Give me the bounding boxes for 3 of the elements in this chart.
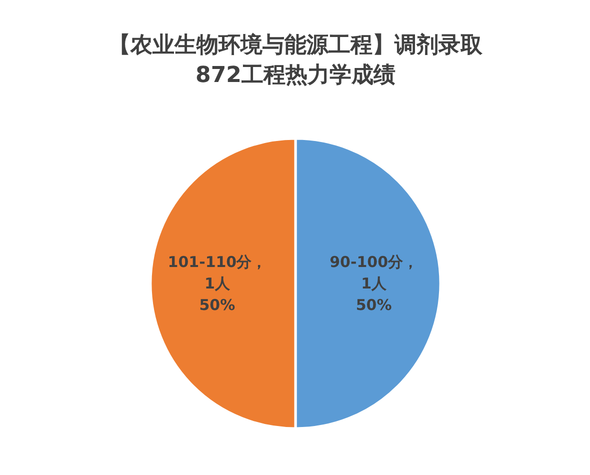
slice-label: 101-110分， 1人 50%	[168, 252, 267, 314]
slice-label: 90-100分， 1人 50%	[330, 252, 418, 314]
chart-title: 【农业生物环境与能源工程】调剂录取 872工程热力学成绩	[108, 32, 484, 88]
